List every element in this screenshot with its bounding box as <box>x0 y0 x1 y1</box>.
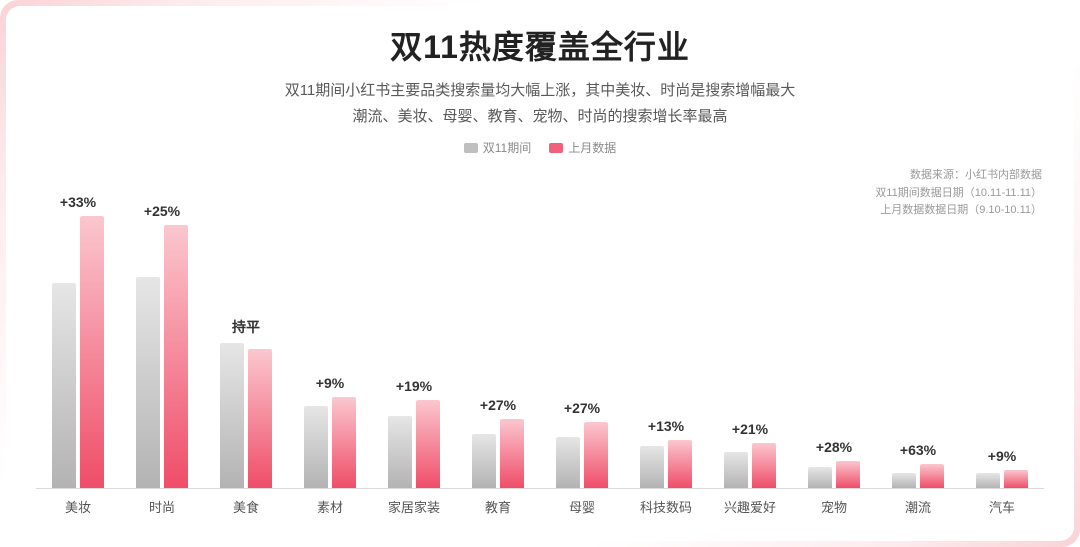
growth-label: +27% <box>540 400 624 416</box>
bar-prev <box>892 473 916 488</box>
bar-prev <box>640 446 664 488</box>
x-axis-label: 科技数码 <box>624 493 708 517</box>
x-axis-label: 美食 <box>204 493 288 517</box>
source-line-1: 数据来源：小红书内部数据 <box>875 167 1042 185</box>
x-axis-label: 素材 <box>288 493 372 517</box>
subtitle-line-1: 双11期间小红书主要品类搜索量均大幅上涨，其中美妆、时尚是搜索增幅最大 <box>30 78 1050 104</box>
bar-group: +9% <box>288 187 372 488</box>
chart-card: 双11热度覆盖全行业 双11期间小红书主要品类搜索量均大幅上涨，其中美妆、时尚是… <box>0 0 1080 547</box>
chart-legend: 双11期间 上月数据 <box>30 139 1050 156</box>
growth-label: +21% <box>708 421 792 437</box>
bar-prev <box>304 406 328 488</box>
bar-prev <box>220 343 244 488</box>
bar-prev <box>724 452 748 488</box>
bar-curr <box>332 397 356 488</box>
bar-curr <box>836 461 860 488</box>
x-axis-label: 母婴 <box>540 493 624 517</box>
subtitle-line-2: 潮流、美妆、母婴、教育、宠物、时尚的搜索增长率最高 <box>30 104 1050 130</box>
bar-curr <box>500 419 524 488</box>
bar-group: +13% <box>624 187 708 488</box>
growth-label: +19% <box>372 378 456 394</box>
bar-curr <box>80 216 104 488</box>
bar-curr <box>584 422 608 488</box>
chart-area: +33%+25%持平+9%+19%+27%+27%+13%+21%+28%+63… <box>36 187 1044 517</box>
bar-group: +27% <box>456 187 540 488</box>
bar-group: 持平 <box>204 187 288 488</box>
legend-swatch-b <box>549 143 563 153</box>
bar-curr <box>752 443 776 488</box>
growth-label: +25% <box>120 203 204 219</box>
growth-label: +28% <box>792 439 876 455</box>
chart-title: 双11热度覆盖全行业 <box>30 22 1050 68</box>
bar-curr <box>920 464 944 488</box>
growth-label: +33% <box>36 194 120 210</box>
bar-curr <box>416 400 440 488</box>
bar-group: +33% <box>36 187 120 488</box>
bar-group: +63% <box>876 187 960 488</box>
bar-prev <box>556 437 580 488</box>
x-axis-label: 宠物 <box>792 493 876 517</box>
bar-prev <box>136 277 160 488</box>
growth-label: +13% <box>624 418 708 434</box>
bar-curr <box>164 225 188 488</box>
chart-x-axis: 美妆时尚美食素材家居家装教育母婴科技数码兴趣爱好宠物潮流汽车 <box>36 493 1044 517</box>
bar-group: +28% <box>792 187 876 488</box>
bar-curr <box>668 440 692 488</box>
growth-label: +9% <box>960 448 1044 464</box>
chart-subtitle: 双11期间小红书主要品类搜索量均大幅上涨，其中美妆、时尚是搜索增幅最大 潮流、美… <box>30 78 1050 129</box>
chart-plot: +33%+25%持平+9%+19%+27%+27%+13%+21%+28%+63… <box>36 187 1044 489</box>
bar-prev <box>52 283 76 488</box>
bar-prev <box>472 434 496 488</box>
bar-prev <box>388 416 412 488</box>
bar-group: +25% <box>120 187 204 488</box>
bar-group: +9% <box>960 187 1044 488</box>
growth-label: +9% <box>288 375 372 391</box>
x-axis-label: 兴趣爱好 <box>708 493 792 517</box>
legend-label-a: 双11期间 <box>483 139 531 156</box>
bar-curr <box>1004 470 1028 488</box>
growth-label: 持平 <box>204 317 288 337</box>
x-axis-label: 家居家装 <box>372 493 456 517</box>
x-axis-label: 教育 <box>456 493 540 517</box>
x-axis-label: 潮流 <box>876 493 960 517</box>
bar-prev <box>808 467 832 488</box>
x-axis-label: 时尚 <box>120 493 204 517</box>
growth-label: +27% <box>456 397 540 413</box>
legend-swatch-a <box>464 143 478 153</box>
bar-group: +21% <box>708 187 792 488</box>
x-axis-label: 美妆 <box>36 493 120 517</box>
bar-curr <box>248 349 272 488</box>
bar-group: +19% <box>372 187 456 488</box>
legend-label-b: 上月数据 <box>568 139 616 156</box>
bar-group: +27% <box>540 187 624 488</box>
x-axis-label: 汽车 <box>960 493 1044 517</box>
bar-prev <box>976 473 1000 488</box>
growth-label: +63% <box>876 442 960 458</box>
legend-item-a: 双11期间 <box>464 139 531 156</box>
legend-item-b: 上月数据 <box>549 139 616 156</box>
